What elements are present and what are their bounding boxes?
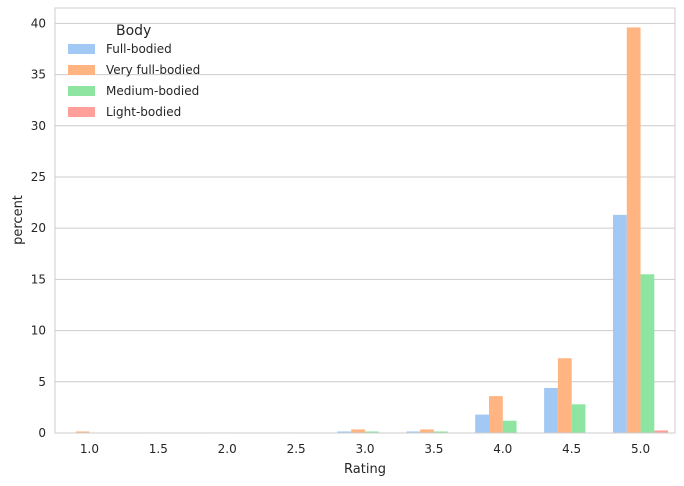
y-tick-label: 40 <box>31 16 46 30</box>
x-tick-label: 4.5 <box>562 442 581 456</box>
y-axis-label: percent <box>11 195 26 245</box>
x-tick-label: 2.0 <box>218 442 237 456</box>
x-tick-label: 1.5 <box>149 442 168 456</box>
y-tick-label: 25 <box>31 170 46 184</box>
legend-swatch <box>68 44 95 54</box>
bar-very-full-bodied-4-0 <box>489 396 503 433</box>
bar-full-bodied-5-0 <box>613 214 627 433</box>
legend-label: Full-bodied <box>106 42 172 56</box>
bar-full-bodied-3-5 <box>406 431 421 433</box>
bar-medium-bodied-4-5 <box>571 404 586 433</box>
y-tick-labels: 0 5 10 15 20 25 30 35 40 <box>31 16 46 440</box>
y-tick-label: 20 <box>31 221 46 235</box>
x-tick-label: 3.5 <box>424 442 443 456</box>
legend: Body Full-bodied Very full-bodied Medium-b… <box>68 23 200 119</box>
x-tick-label: 4.0 <box>493 442 512 456</box>
y-tick-label: 35 <box>31 68 46 82</box>
x-tick-labels: 1.0 1.5 2.0 2.5 3.0 3.5 4.0 4.5 5.0 <box>80 442 650 456</box>
y-tick-label: 15 <box>31 272 46 286</box>
legend-label: Very full-bodied <box>106 63 200 77</box>
bar-very-full-bodied-1-0 <box>75 431 90 433</box>
x-tick-label: 2.5 <box>287 442 306 456</box>
bar-light-bodied-5-0 <box>654 430 669 433</box>
legend-title: Body <box>116 23 151 39</box>
legend-swatch <box>68 86 95 96</box>
legend-swatch <box>68 65 95 75</box>
bar-medium-bodied-3-0 <box>365 431 379 433</box>
legend-swatch <box>68 107 95 117</box>
plot-frame <box>54 7 676 434</box>
x-tick-label: 1.0 <box>80 442 99 456</box>
bar-very-full-bodied-4-5 <box>557 358 572 433</box>
x-axis-label: Rating <box>344 462 386 477</box>
y-tick-label: 5 <box>38 375 46 389</box>
x-tick-label: 5.0 <box>631 442 650 456</box>
y-tick-label: 10 <box>31 324 46 338</box>
bar-medium-bodied-4-0 <box>502 420 517 433</box>
y-tick-label: 0 <box>38 426 46 440</box>
bar-very-full-bodied-3-5 <box>420 429 434 433</box>
x-tick-label: 3.0 <box>355 442 374 456</box>
bar-full-bodied-4-0 <box>475 414 489 433</box>
legend-label: Light-bodied <box>106 105 181 119</box>
y-tick-label: 30 <box>31 119 46 133</box>
bars <box>75 27 669 434</box>
bar-medium-bodied-5-0 <box>640 274 655 433</box>
bar-full-bodied-4-5 <box>544 387 558 433</box>
bar-full-bodied-3-0 <box>337 431 352 433</box>
bar-very-full-bodied-3-0 <box>351 429 365 433</box>
bar-very-full-bodied-5-0 <box>626 27 641 434</box>
legend-label: Medium-bodied <box>106 84 199 98</box>
bar-medium-bodied-3-5 <box>433 431 448 433</box>
